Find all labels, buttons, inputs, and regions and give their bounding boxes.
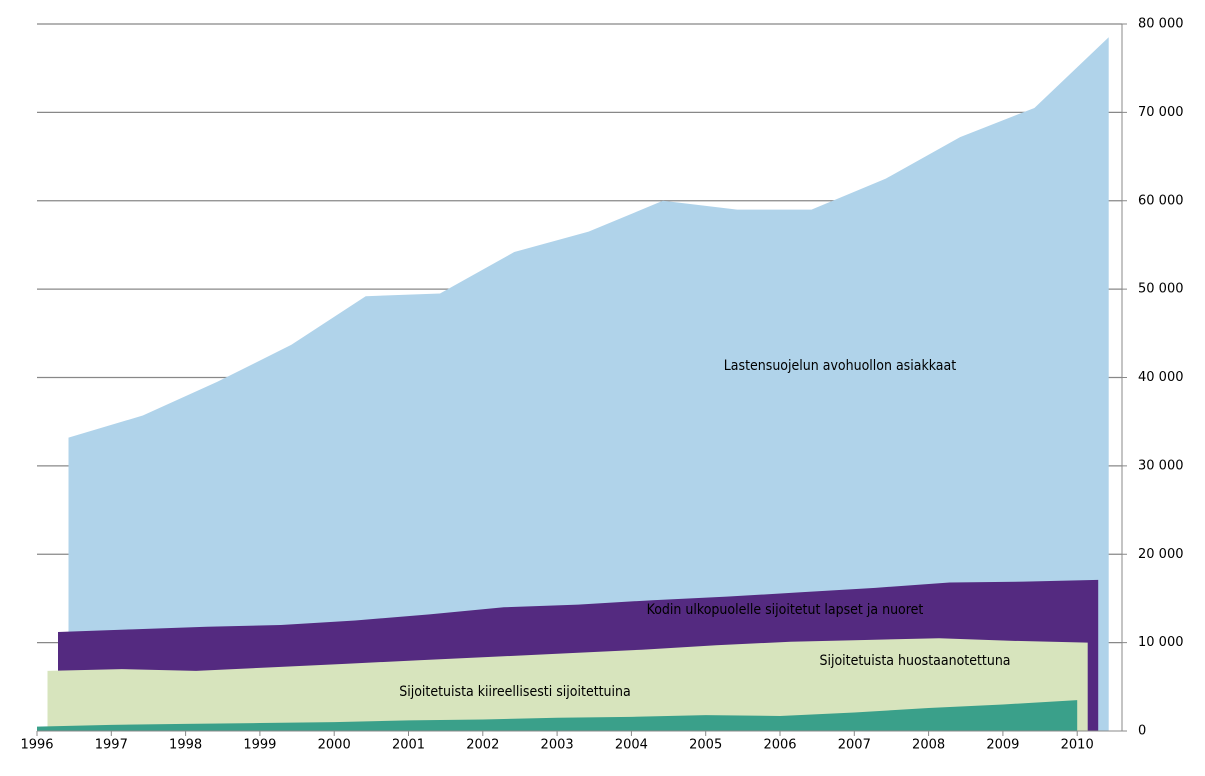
x-tick-label: 2002 xyxy=(466,738,499,753)
area-label: Lastensuojelun avohuollon asiakkaat xyxy=(724,358,956,374)
x-tick-label: 2003 xyxy=(541,738,574,753)
area-label: Sijoitetuista kiireellisesti sijoitettui… xyxy=(399,684,631,700)
x-tick-label: 2009 xyxy=(986,738,1019,753)
y-tick-label: 20 000 xyxy=(1138,547,1184,562)
area xyxy=(47,638,1088,731)
x-tick-label: 2007 xyxy=(838,738,871,753)
x-tick-label: 1997 xyxy=(95,738,128,753)
x-tick-label: 2001 xyxy=(392,738,425,753)
area xyxy=(37,700,1078,731)
x-tick-label: 2005 xyxy=(689,738,722,753)
x-tick-label: 1996 xyxy=(20,738,53,753)
x-tick-label: 2000 xyxy=(318,738,351,753)
y-tick-label: 30 000 xyxy=(1138,458,1184,473)
y-tick-label: 10 000 xyxy=(1138,635,1184,650)
x-tick-label: 2006 xyxy=(763,738,796,753)
area-label: Sijoitetuista huostaanotettuna xyxy=(819,653,1010,669)
y-tick-label: 40 000 xyxy=(1138,370,1184,385)
y-tick-label: 50 000 xyxy=(1138,282,1184,297)
y-tick-label: 80 000 xyxy=(1138,17,1184,32)
x-tick-label: 1999 xyxy=(243,738,276,753)
x-tick-label: 2004 xyxy=(615,738,648,753)
x-tick-label: 2008 xyxy=(912,738,945,753)
y-tick-label: 0 xyxy=(1138,724,1146,739)
area xyxy=(68,37,1109,732)
area-label: Kodin ulkopuolelle sijoitetut lapset ja … xyxy=(647,602,924,618)
x-tick-label: 2010 xyxy=(1061,738,1094,753)
y-tick-label: 60 000 xyxy=(1138,193,1184,208)
y-tick-label: 70 000 xyxy=(1138,105,1184,120)
x-tick-label: 1998 xyxy=(169,738,202,753)
